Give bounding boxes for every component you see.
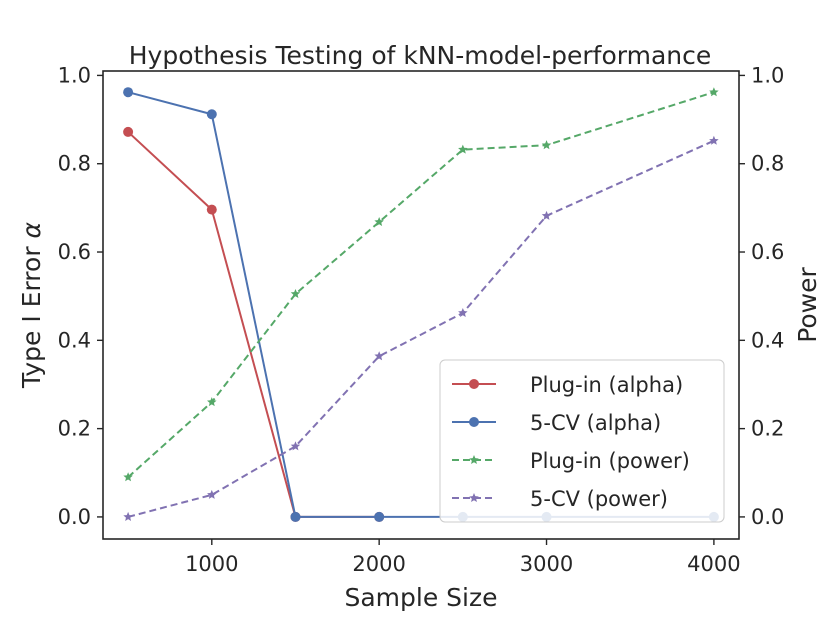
data-point [206, 204, 217, 215]
tick-layer: 1000 2000 3000 4000 0.0 0.2 0.4 0.6 0.8 1.0 0.0 0.2… [58, 63, 785, 576]
x-tick-label: 4000 [687, 552, 740, 576]
data-point [123, 87, 134, 98]
data-point [123, 472, 133, 482]
data-point [290, 441, 301, 451]
legend-entry: 5-CV (power) [452, 487, 668, 511]
x-tick-label: 1000 [185, 552, 238, 576]
legend-label: Plug-in (alpha) [530, 373, 683, 397]
data-point [123, 126, 134, 137]
y2-tick-label: 0.6 [751, 240, 784, 264]
data-point [541, 140, 552, 150]
y2-tick-label: 0.2 [751, 417, 784, 441]
y-tick-label: 1.0 [58, 63, 91, 87]
data-point [290, 511, 301, 522]
y-tick-label: 0.0 [58, 505, 91, 529]
y2-axis-title: Power [793, 266, 822, 342]
data-point [207, 397, 217, 407]
data-point [123, 511, 133, 521]
legend-marker [469, 455, 479, 465]
y-axis-title-symbol: α [17, 221, 46, 238]
legend-box [439, 359, 725, 523]
y2-tick-label: 0.0 [751, 505, 784, 529]
y-tick-label: 0.6 [58, 240, 91, 264]
legend-label: Plug-in (power) [530, 449, 690, 473]
y-tick-label: 0.2 [58, 417, 91, 441]
legend-marker [469, 417, 479, 427]
plot-area-frame [102, 70, 740, 540]
legend-entry: Plug-in (alpha) [452, 373, 683, 397]
data-point [709, 135, 719, 145]
y2-tick-label: 0.4 [751, 328, 784, 352]
legend-label: 5-CV (power) [530, 487, 668, 511]
data-point [207, 489, 217, 499]
y-tick-label: 0.4 [58, 328, 91, 352]
legend-entry: 5-CV (alpha) [452, 411, 661, 435]
x-axis-title: Sample Size [344, 583, 497, 612]
data-point [374, 217, 384, 227]
series-1 [123, 126, 385, 522]
y2-tick-label: 1.0 [751, 63, 784, 87]
y-tick-label: 0.8 [58, 152, 91, 176]
y-axis-title-text: Type I Error [17, 238, 46, 389]
y-axis-title: Type I Error α [17, 221, 46, 389]
legend-entry: Plug-in (power) [452, 449, 690, 473]
data-point [541, 210, 552, 220]
legend-marker [469, 493, 479, 503]
legend-label: 5-CV (alpha) [530, 411, 661, 435]
data-point [374, 511, 385, 522]
series-line [127, 131, 380, 518]
legend-marker [469, 379, 479, 389]
data-point [458, 144, 468, 154]
legend: Plug-in (alpha) 5-CV (alpha) Plug-in (powe… [439, 359, 725, 523]
data-point [458, 307, 468, 317]
series-4 [123, 135, 719, 521]
data-point [374, 351, 384, 361]
data-point [206, 109, 217, 120]
series-3 [123, 87, 719, 482]
data-point [290, 288, 301, 299]
y2-tick-label: 0.8 [751, 152, 784, 176]
chart-title: Hypothesis Testing of kNN-model-performa… [129, 41, 711, 70]
data-point [709, 87, 719, 97]
x-tick-label: 3000 [520, 552, 573, 576]
x-tick-label: 2000 [352, 552, 405, 576]
